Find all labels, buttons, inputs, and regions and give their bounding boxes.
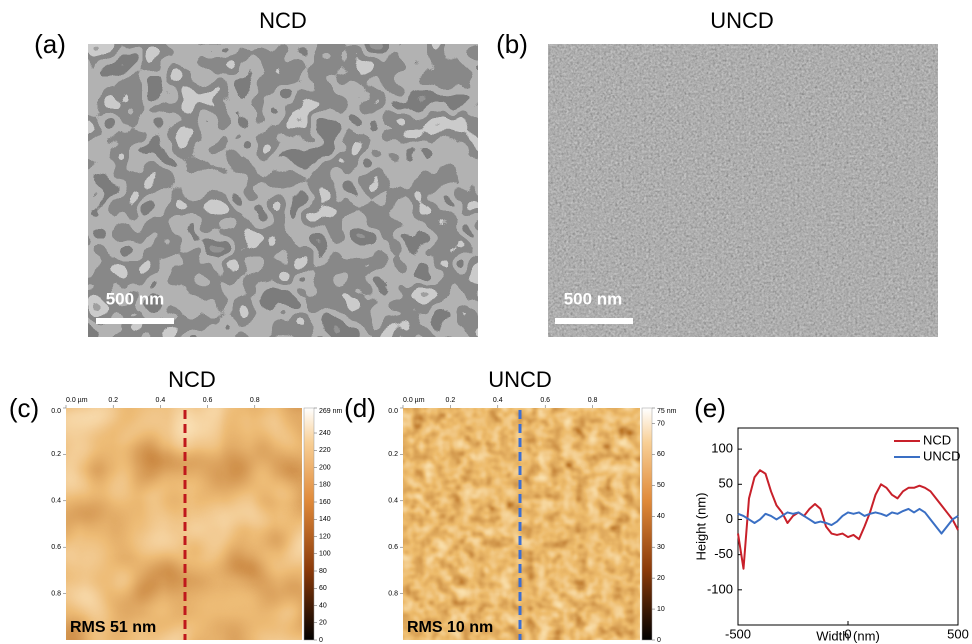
colorbar-tick-label: 70	[657, 420, 665, 427]
x-tick-label: -500	[725, 626, 751, 641]
y-tick-label: -100	[707, 581, 733, 596]
panel-label: (d)	[344, 393, 376, 423]
panel-label: (b)	[496, 29, 528, 59]
scale-bar	[96, 318, 174, 324]
x-tick-label: 0.0 µm	[66, 397, 88, 404]
y-tick-label: 100	[711, 441, 733, 456]
colorbar-tick-label: 0	[319, 637, 323, 644]
y-tick-label: 0.8	[388, 590, 398, 597]
colorbar-tick-label: 50	[657, 482, 665, 489]
x-tick-label: 0.2	[446, 397, 456, 404]
colorbar-tick-label: 269 nm	[319, 408, 343, 415]
colorbar-tick-label: 200	[319, 464, 331, 471]
y-tick-label: 0.6	[388, 544, 398, 551]
y-tick-label: 50	[719, 476, 733, 491]
panel-label: (a)	[34, 29, 66, 59]
colorbar-tick-label: 80	[319, 568, 327, 575]
y-tick-label: 0.4	[51, 498, 61, 505]
rms-label: RMS 10 nm	[407, 619, 493, 636]
colorbar	[304, 408, 314, 640]
x-tick-label: 0.2	[108, 397, 118, 404]
colorbar-tick-label: 160	[319, 499, 331, 506]
x-tick-label: 0.4	[156, 397, 166, 404]
y-tick-label: 0.4	[388, 498, 398, 505]
data-line	[738, 509, 958, 534]
figure: (a) NCD 500 nm (b) UNCD 500 nm (c) NCD RMS 51 nm…	[0, 0, 972, 644]
panel-title: UNCD	[488, 367, 552, 392]
x-tick-label: 0.6	[203, 397, 213, 404]
colorbar-tick-label: 180	[319, 482, 331, 489]
rms-label: RMS 51 nm	[70, 619, 156, 636]
x-tick-label: 0	[844, 626, 851, 641]
scale-bar-label: 500 nm	[564, 289, 623, 308]
colorbar-tick-label: 20	[657, 575, 665, 582]
legend-label: NCD	[923, 432, 951, 447]
scale-bar-label: 500 nm	[106, 289, 165, 308]
y-tick-label: 0.0	[51, 408, 61, 415]
x-tick-label: 0.4	[493, 397, 503, 404]
y-axis-label: Height (nm)	[693, 493, 708, 561]
y-tick-label: 0.2	[51, 451, 61, 458]
panel-title: UNCD	[710, 8, 774, 33]
colorbar-tick-label: 30	[657, 544, 665, 551]
y-tick-label: -50	[714, 546, 733, 561]
colorbar-tick-label: 75 nm	[657, 408, 677, 415]
y-tick-label: 0	[726, 511, 733, 526]
colorbar-tick-label: 140	[319, 516, 331, 523]
x-tick-label: 0.0 µm	[403, 397, 425, 404]
colorbar-tick-label: 60	[319, 585, 327, 592]
scale-bar	[555, 318, 633, 324]
panel-title: NCD	[259, 8, 307, 33]
y-tick-label: 0.0	[388, 408, 398, 415]
data-line	[738, 470, 958, 569]
legend-label: UNCD	[923, 448, 961, 463]
x-tick-label: 0.8	[250, 397, 260, 404]
y-tick-label: 0.6	[51, 544, 61, 551]
colorbar	[642, 408, 652, 640]
y-tick-label: 0.2	[388, 451, 398, 458]
colorbar-tick-label: 220	[319, 447, 331, 454]
colorbar-tick-label: 0	[657, 637, 661, 644]
x-tick-label: 0.8	[588, 397, 598, 404]
x-tick-label: 500	[947, 626, 969, 641]
colorbar-tick-label: 20	[319, 620, 327, 627]
panel-label: (c)	[9, 393, 39, 423]
y-tick-label: 0.8	[51, 590, 61, 597]
colorbar-tick-label: 40	[657, 513, 665, 520]
x-tick-label: 0.6	[540, 397, 550, 404]
panel-label: (e)	[694, 393, 726, 423]
colorbar-tick-label: 60	[657, 451, 665, 458]
colorbar-tick-label: 100	[319, 551, 331, 558]
colorbar-tick-label: 40	[319, 602, 327, 609]
panel-title: NCD	[168, 367, 216, 392]
colorbar-tick-label: 240	[319, 430, 331, 437]
colorbar-tick-label: 120	[319, 533, 331, 540]
colorbar-tick-label: 10	[657, 606, 665, 613]
